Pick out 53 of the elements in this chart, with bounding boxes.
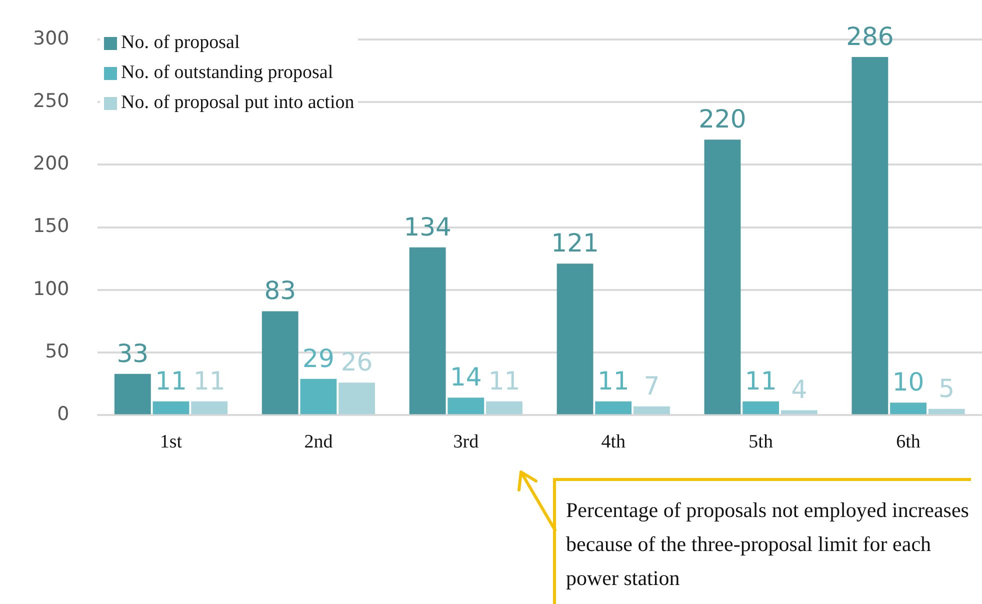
data-label: 286 (846, 22, 894, 51)
x-tick-label: 2nd (304, 432, 334, 453)
bar (448, 398, 484, 414)
bar (152, 401, 190, 414)
text: Percentage of proposals not employed increases because of the three-proposal limit for each power station (553, 478, 971, 604)
data-label: 220 (698, 104, 746, 134)
data-label: 10 (892, 368, 924, 397)
bar (704, 140, 741, 414)
data-label: 134 (404, 212, 452, 242)
y-tick-label: 200 (33, 152, 70, 175)
bar (633, 406, 670, 414)
data-label: 11 (488, 366, 520, 396)
data-label: 4 (791, 375, 808, 404)
y-tick-label: 50 (45, 340, 70, 363)
bar (556, 264, 594, 414)
bar (409, 247, 446, 414)
bar (928, 408, 965, 414)
data-label: 29 (302, 344, 334, 373)
bar (338, 382, 375, 414)
y-tick-label: 100 (33, 278, 70, 300)
bar (852, 56, 888, 414)
legend-label: No. of proposal put into action (120, 91, 354, 115)
data-label: 11 (155, 366, 187, 396)
data-label: 14 (450, 362, 482, 392)
x-tick-label: 5th (748, 432, 774, 453)
data-label: 11 (193, 366, 226, 396)
y-tick-label: 0 (57, 403, 70, 426)
x-tick-label: 4th (601, 432, 626, 453)
bar (890, 402, 926, 414)
bar (780, 410, 818, 414)
data-label: 121 (551, 228, 599, 258)
bar (742, 401, 780, 414)
data-label: 7 (644, 371, 660, 400)
y-tick-label: 150 (33, 215, 70, 238)
x-tick-label: 3rd (453, 432, 480, 453)
data-label: 11 (744, 366, 777, 396)
bar (262, 311, 298, 414)
legend-label: No. of proposal (120, 31, 241, 55)
data-label: 33 (116, 338, 149, 368)
x-tick-label: 6th (896, 432, 921, 453)
data-label: 26 (340, 348, 373, 377)
bar (300, 378, 337, 414)
data-label: 83 (264, 276, 296, 306)
y-tick-label: 250 (33, 90, 70, 112)
bar (191, 401, 228, 414)
bar (114, 374, 151, 414)
x-tick-label: 1st (160, 432, 183, 453)
legend-label: No. of outstanding proposal (120, 61, 334, 85)
y-tick-label: 300 (33, 27, 70, 50)
data-label: 5 (938, 374, 955, 403)
bar (486, 401, 522, 414)
bar (595, 401, 632, 414)
data-label: 11 (597, 366, 630, 396)
